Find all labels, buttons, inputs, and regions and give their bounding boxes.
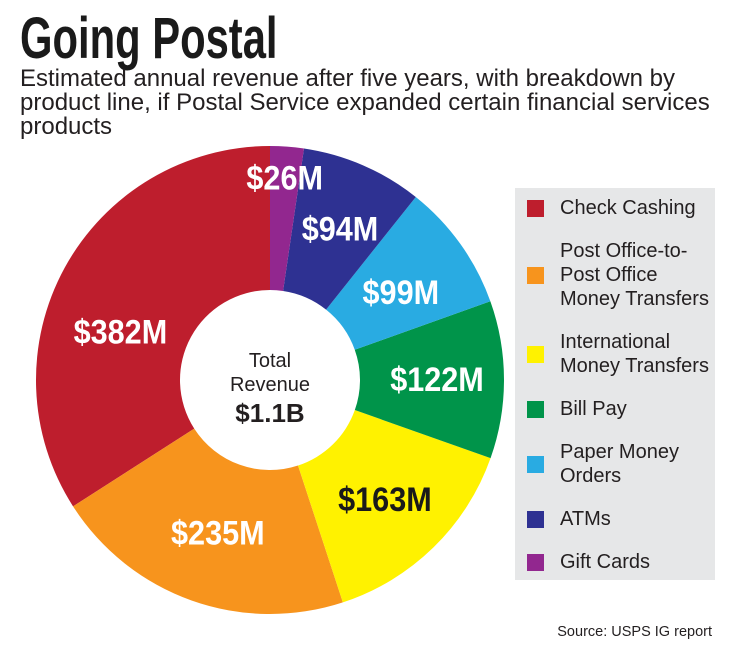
slice-gift-cards	[270, 146, 304, 291]
legend-item-international-money-transfers: International Money Transfers	[527, 330, 715, 378]
center-label-line2: Revenue	[230, 374, 310, 396]
legend-swatch-international-money-transfers	[527, 345, 544, 363]
legend-swatch-bill-pay	[527, 400, 544, 418]
slice-label-post-office-to-post-office-money-transfers: $235M	[171, 514, 265, 552]
legend-label-paper-money-orders: Paper Money Orders	[560, 441, 679, 487]
center-label: Total Revenue $1.1B	[230, 350, 310, 428]
legend-label-gift-cards: Gift Cards	[560, 551, 651, 573]
slice-label-check-cashing: $382M	[74, 313, 168, 351]
slice-atms	[283, 148, 416, 310]
slice-label-bill-pay: $122M	[390, 361, 484, 399]
legend-swatch-paper-money-orders	[527, 455, 544, 473]
legend-item-check-cashing: Check Cashing	[527, 196, 715, 220]
legend-label-check-cashing: Check Cashing	[560, 197, 696, 219]
legend-item-atms: ATMs	[527, 507, 715, 531]
legend: Check Cashing Post Office-to-Post Office…	[515, 188, 715, 580]
source-note: Source: USPS IG report	[557, 624, 712, 640]
slice-label-international-money-transfers: $163M	[338, 481, 432, 519]
slice-value-labels: $382M $235M $163M $122M $99M $94M $26M	[74, 160, 484, 553]
slice-paper-money-orders	[326, 196, 491, 350]
slice-label-gift-cards: $26M	[246, 160, 323, 198]
legend-label-atms: ATMs	[560, 508, 611, 530]
slice-label-atms: $94M	[302, 210, 379, 248]
slice-international-money-transfers	[298, 410, 491, 603]
chart-title: Going Postal	[20, 6, 278, 71]
legend-swatch-check-cashing	[527, 199, 544, 217]
legend-label-international-money-transfers: International Money Transfers	[560, 331, 709, 377]
slice-bill-pay	[354, 301, 505, 459]
legend-item-gift-cards: Gift Cards	[527, 550, 715, 574]
slice-label-paper-money-orders: $99M	[363, 274, 440, 312]
legend-swatch-po-money-transfers	[527, 266, 544, 284]
legend-item-paper-money-orders: Paper Money Orders	[527, 440, 715, 488]
legend-item-po-money-transfers: Post Office-to-Post Office Money Transfe…	[527, 239, 715, 311]
legend-item-bill-pay: Bill Pay	[527, 397, 715, 421]
legend-swatch-atms	[527, 510, 544, 528]
donut-slices	[35, 146, 505, 614]
center-label-line1: Total	[249, 350, 291, 372]
legend-label-bill-pay: Bill Pay	[560, 398, 627, 420]
legend-swatch-gift-cards	[527, 553, 544, 571]
legend-label-po-money-transfers: Post Office-to-Post Office Money Transfe…	[560, 240, 709, 310]
donut-chart: Total Revenue $1.1B $382M $235M $163M $122M…	[35, 146, 505, 614]
chart-subtitle: Estimated annual revenue after five year…	[20, 65, 710, 140]
slice-post-office-to-post-office-money-transfers	[73, 428, 343, 614]
center-label-total-value: $1.1B	[235, 398, 304, 428]
slice-check-cashing	[35, 146, 270, 507]
